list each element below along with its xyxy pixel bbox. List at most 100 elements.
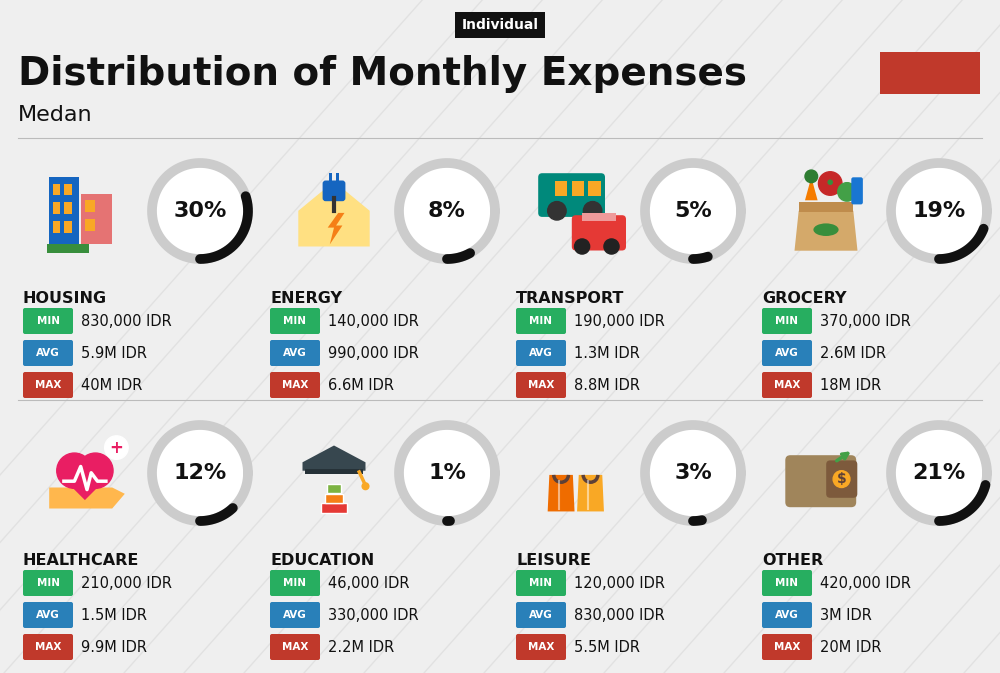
Circle shape bbox=[645, 163, 741, 259]
Circle shape bbox=[645, 425, 741, 521]
Text: 990,000 IDR: 990,000 IDR bbox=[328, 345, 419, 361]
Ellipse shape bbox=[813, 223, 839, 236]
FancyBboxPatch shape bbox=[53, 184, 60, 195]
FancyBboxPatch shape bbox=[516, 570, 566, 596]
FancyBboxPatch shape bbox=[826, 460, 857, 498]
Text: AVG: AVG bbox=[775, 348, 799, 358]
Text: 6.6M IDR: 6.6M IDR bbox=[328, 378, 394, 392]
FancyBboxPatch shape bbox=[23, 308, 73, 334]
Polygon shape bbox=[794, 211, 858, 251]
Text: AVG: AVG bbox=[36, 348, 60, 358]
Text: LEISURE: LEISURE bbox=[516, 553, 591, 568]
FancyBboxPatch shape bbox=[762, 340, 812, 366]
FancyBboxPatch shape bbox=[336, 173, 339, 184]
Text: 12%: 12% bbox=[173, 463, 227, 483]
Text: Distribution of Monthly Expenses: Distribution of Monthly Expenses bbox=[18, 55, 747, 93]
Text: MAX: MAX bbox=[282, 642, 308, 652]
Text: AVG: AVG bbox=[36, 610, 60, 620]
Circle shape bbox=[833, 470, 850, 487]
Polygon shape bbox=[58, 473, 112, 500]
FancyBboxPatch shape bbox=[851, 177, 863, 205]
FancyBboxPatch shape bbox=[23, 634, 73, 660]
Text: 20M IDR: 20M IDR bbox=[820, 639, 882, 655]
Text: $: $ bbox=[837, 472, 846, 486]
Text: 5.9M IDR: 5.9M IDR bbox=[81, 345, 147, 361]
Text: 8.8M IDR: 8.8M IDR bbox=[574, 378, 640, 392]
Text: MAX: MAX bbox=[774, 380, 800, 390]
Circle shape bbox=[583, 201, 602, 220]
Polygon shape bbox=[328, 213, 344, 244]
FancyBboxPatch shape bbox=[270, 602, 320, 628]
Circle shape bbox=[604, 239, 619, 254]
Text: 8%: 8% bbox=[428, 201, 466, 221]
Text: +: + bbox=[109, 439, 123, 456]
Circle shape bbox=[828, 180, 832, 184]
Text: 2.2M IDR: 2.2M IDR bbox=[328, 639, 394, 655]
Circle shape bbox=[78, 453, 113, 489]
Text: MIN: MIN bbox=[284, 578, 306, 588]
Text: MAX: MAX bbox=[282, 380, 308, 390]
FancyBboxPatch shape bbox=[762, 570, 812, 596]
Text: 830,000 IDR: 830,000 IDR bbox=[81, 314, 172, 328]
Text: MAX: MAX bbox=[35, 642, 61, 652]
Text: 9.9M IDR: 9.9M IDR bbox=[81, 639, 147, 655]
Text: Medan: Medan bbox=[18, 105, 93, 125]
FancyBboxPatch shape bbox=[762, 372, 812, 398]
FancyBboxPatch shape bbox=[81, 194, 112, 244]
Text: 5%: 5% bbox=[674, 201, 712, 221]
FancyBboxPatch shape bbox=[64, 203, 72, 214]
Text: 46,000 IDR: 46,000 IDR bbox=[328, 575, 410, 590]
Text: 40M IDR: 40M IDR bbox=[81, 378, 142, 392]
FancyBboxPatch shape bbox=[23, 340, 73, 366]
Circle shape bbox=[891, 163, 987, 259]
Circle shape bbox=[105, 436, 128, 460]
FancyBboxPatch shape bbox=[762, 602, 812, 628]
FancyBboxPatch shape bbox=[53, 221, 60, 233]
Polygon shape bbox=[302, 446, 366, 470]
Text: MAX: MAX bbox=[35, 380, 61, 390]
Text: 30%: 30% bbox=[173, 201, 227, 221]
FancyBboxPatch shape bbox=[516, 340, 566, 366]
FancyBboxPatch shape bbox=[85, 219, 95, 231]
FancyBboxPatch shape bbox=[538, 173, 605, 217]
Text: 420,000 IDR: 420,000 IDR bbox=[820, 575, 911, 590]
FancyBboxPatch shape bbox=[321, 503, 347, 513]
Polygon shape bbox=[805, 177, 818, 201]
Polygon shape bbox=[298, 182, 370, 246]
FancyBboxPatch shape bbox=[270, 570, 320, 596]
Circle shape bbox=[838, 182, 856, 201]
Text: MAX: MAX bbox=[528, 642, 554, 652]
Text: 3M IDR: 3M IDR bbox=[820, 608, 872, 623]
Circle shape bbox=[891, 425, 987, 521]
Polygon shape bbox=[548, 475, 575, 511]
Text: TRANSPORT: TRANSPORT bbox=[516, 291, 624, 306]
FancyBboxPatch shape bbox=[572, 182, 584, 196]
Text: AVG: AVG bbox=[283, 610, 307, 620]
FancyBboxPatch shape bbox=[327, 484, 341, 493]
FancyBboxPatch shape bbox=[23, 372, 73, 398]
Text: OTHER: OTHER bbox=[762, 553, 823, 568]
Text: MIN: MIN bbox=[776, 316, 798, 326]
Polygon shape bbox=[577, 475, 604, 511]
Circle shape bbox=[805, 170, 818, 182]
Circle shape bbox=[548, 201, 566, 220]
Text: Individual: Individual bbox=[462, 18, 538, 32]
Text: 210,000 IDR: 210,000 IDR bbox=[81, 575, 172, 590]
Text: MIN: MIN bbox=[36, 578, 60, 588]
Circle shape bbox=[152, 425, 248, 521]
FancyBboxPatch shape bbox=[762, 308, 812, 334]
Text: AVG: AVG bbox=[529, 610, 553, 620]
FancyBboxPatch shape bbox=[516, 634, 566, 660]
FancyBboxPatch shape bbox=[270, 340, 320, 366]
Text: AVG: AVG bbox=[529, 348, 553, 358]
Text: 3%: 3% bbox=[674, 463, 712, 483]
Text: MIN: MIN bbox=[36, 316, 60, 326]
FancyBboxPatch shape bbox=[64, 221, 72, 233]
Text: 140,000 IDR: 140,000 IDR bbox=[328, 314, 419, 328]
Text: 19%: 19% bbox=[912, 201, 966, 221]
FancyBboxPatch shape bbox=[516, 602, 566, 628]
FancyBboxPatch shape bbox=[270, 634, 320, 660]
FancyBboxPatch shape bbox=[23, 602, 73, 628]
FancyBboxPatch shape bbox=[325, 494, 343, 503]
Circle shape bbox=[152, 163, 248, 259]
